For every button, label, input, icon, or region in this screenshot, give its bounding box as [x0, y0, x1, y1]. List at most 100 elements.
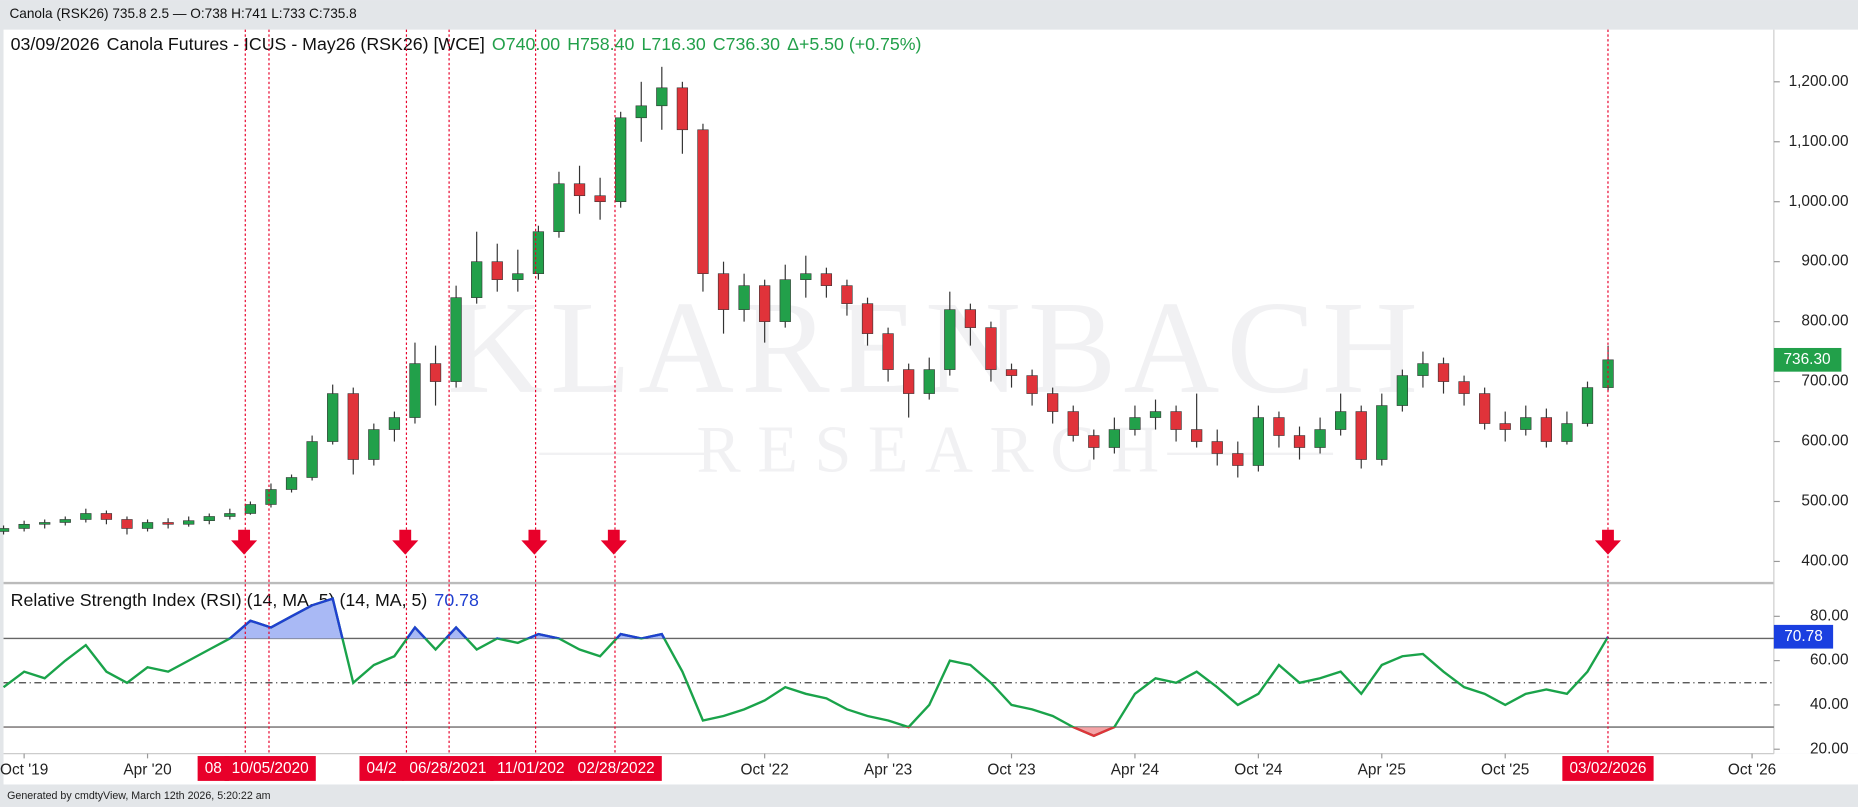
- candle-body: [80, 513, 92, 520]
- watermark: KLARENBACH RESEARCH: [447, 274, 1425, 487]
- candle-body: [882, 333, 894, 370]
- chart-legend: 03/09/2026 Canola Futures - ICUS - May26 …: [11, 34, 922, 54]
- candle-body: [429, 363, 442, 382]
- candle-body: [39, 522, 51, 525]
- candle-body: [121, 519, 133, 529]
- candle-body: [1108, 429, 1121, 448]
- legend-open: O740.00: [492, 34, 560, 54]
- candle-body: [1602, 359, 1614, 388]
- y-tick-label: 40.00: [1810, 696, 1849, 713]
- candle-body: [1211, 441, 1223, 454]
- candle-body: [1396, 375, 1408, 406]
- event-label-text: 06/28/2021: [409, 760, 486, 777]
- event-label-text: 04/2: [367, 760, 397, 777]
- event-label-text: 11/01/202: [497, 760, 564, 777]
- candle-body: [1026, 375, 1038, 394]
- candle-body: [491, 261, 503, 280]
- sell-arrow: [231, 529, 258, 555]
- candle-body: [1067, 411, 1079, 436]
- legend-close: C736.30: [713, 34, 780, 54]
- candle-body: [512, 273, 524, 280]
- x-tick-label: Apr '20: [123, 761, 171, 778]
- rsi-title: Relative Strength Index (RSI) (14, MA, 5…: [11, 589, 428, 609]
- candle-body: [1540, 417, 1552, 442]
- candle-body: [676, 87, 689, 131]
- candle-body: [656, 87, 668, 107]
- candle-body: [717, 273, 730, 310]
- y-tick-label: 1,200.00: [1789, 73, 1849, 90]
- x-tick-label: Apr '25: [1358, 761, 1406, 778]
- candle-body: [861, 303, 874, 334]
- event-label-box: [570, 756, 662, 781]
- chart-title: Canola Futures - ICUS - May26 (RSK26) [W…: [107, 34, 485, 54]
- header-quote: Canola (RSK26) 735.8 2.5 — O:738 H:741 L…: [9, 6, 356, 21]
- x-tick-label: Apr '23: [864, 761, 912, 778]
- candle-body: [162, 522, 174, 525]
- candle-body: [1355, 411, 1367, 460]
- candle-body: [532, 231, 545, 274]
- watermark-text: KLARENBACH: [447, 274, 1425, 421]
- event-label-text: 03/02/2026: [1569, 760, 1646, 777]
- candle-body: [1417, 363, 1429, 376]
- candle-body: [1293, 435, 1306, 448]
- candle-body: [18, 523, 30, 529]
- event-label-box: [359, 756, 404, 781]
- event-label: 10/05/2020: [224, 756, 316, 781]
- event-label-box: [197, 756, 229, 781]
- last-rsi-label: 70.78: [1784, 628, 1823, 645]
- rsi-line-over: [227, 597, 1610, 639]
- event-label: 06/28/2021: [402, 756, 494, 781]
- candle-body: [347, 393, 359, 460]
- last-price-label: 736.30: [1784, 351, 1831, 368]
- sell-arrow: [521, 529, 548, 555]
- candle-body: [1252, 417, 1264, 466]
- event-label-text: 10/05/2020: [232, 760, 309, 777]
- candle-body: [471, 261, 483, 298]
- footer: Generated by cmdtyView, March 12th 2026,…: [7, 790, 271, 802]
- candle-body: [944, 309, 956, 370]
- candle-body: [1149, 411, 1162, 418]
- candle-body: [1047, 393, 1059, 412]
- event-label-box: [402, 756, 494, 781]
- event-label: 02/28/2022: [570, 756, 662, 781]
- legend-change: Δ+5.50 (+0.75%): [787, 34, 921, 54]
- candle-body: [779, 279, 791, 322]
- x-tick-label: Oct '23: [987, 761, 1035, 778]
- event-label-box: [224, 756, 316, 781]
- x-tick-label: Oct '25: [1481, 761, 1529, 778]
- last-price-box: [1773, 347, 1842, 372]
- event-label: 03/02/2026: [1562, 756, 1654, 781]
- x-tick-label: Oct '22: [741, 761, 789, 778]
- candle-body: [388, 417, 401, 430]
- y-tick-label: 80.00: [1810, 607, 1849, 624]
- chart-date: 03/09/2026: [11, 34, 100, 54]
- candle-body: [59, 519, 71, 523]
- x-tick-label: Apr '24: [1111, 761, 1160, 778]
- candle-body: [265, 489, 277, 505]
- y-tick-label: 700.00: [1801, 373, 1848, 390]
- candle-body: [1479, 393, 1491, 424]
- sell-arrow: [600, 529, 627, 555]
- candle-body: [820, 273, 833, 286]
- candle-body: [1561, 423, 1573, 442]
- watermark-text: RESEARCH: [696, 413, 1175, 486]
- y-tick-label: 400.00: [1801, 553, 1848, 570]
- event-label-text: 08: [205, 760, 222, 777]
- candle-body: [141, 522, 154, 529]
- candle-body: [183, 520, 195, 525]
- candle-body: [1376, 405, 1388, 460]
- candle-body: [615, 117, 627, 203]
- y-tick-label: 60.00: [1810, 652, 1849, 669]
- candle-body: [224, 513, 236, 517]
- rsi-value: 70.78: [434, 589, 479, 609]
- event-label-text: 02/28/2022: [578, 760, 655, 777]
- candle-body: [0, 528, 10, 532]
- candle-body: [1088, 435, 1100, 448]
- candle-body: [306, 441, 318, 478]
- candle-body: [985, 327, 997, 370]
- legend-low: L716.30: [641, 34, 705, 54]
- candle-body: [594, 195, 606, 203]
- candle-body: [1314, 429, 1326, 448]
- y-tick-label: 800.00: [1801, 313, 1848, 330]
- candle-body: [1232, 453, 1244, 466]
